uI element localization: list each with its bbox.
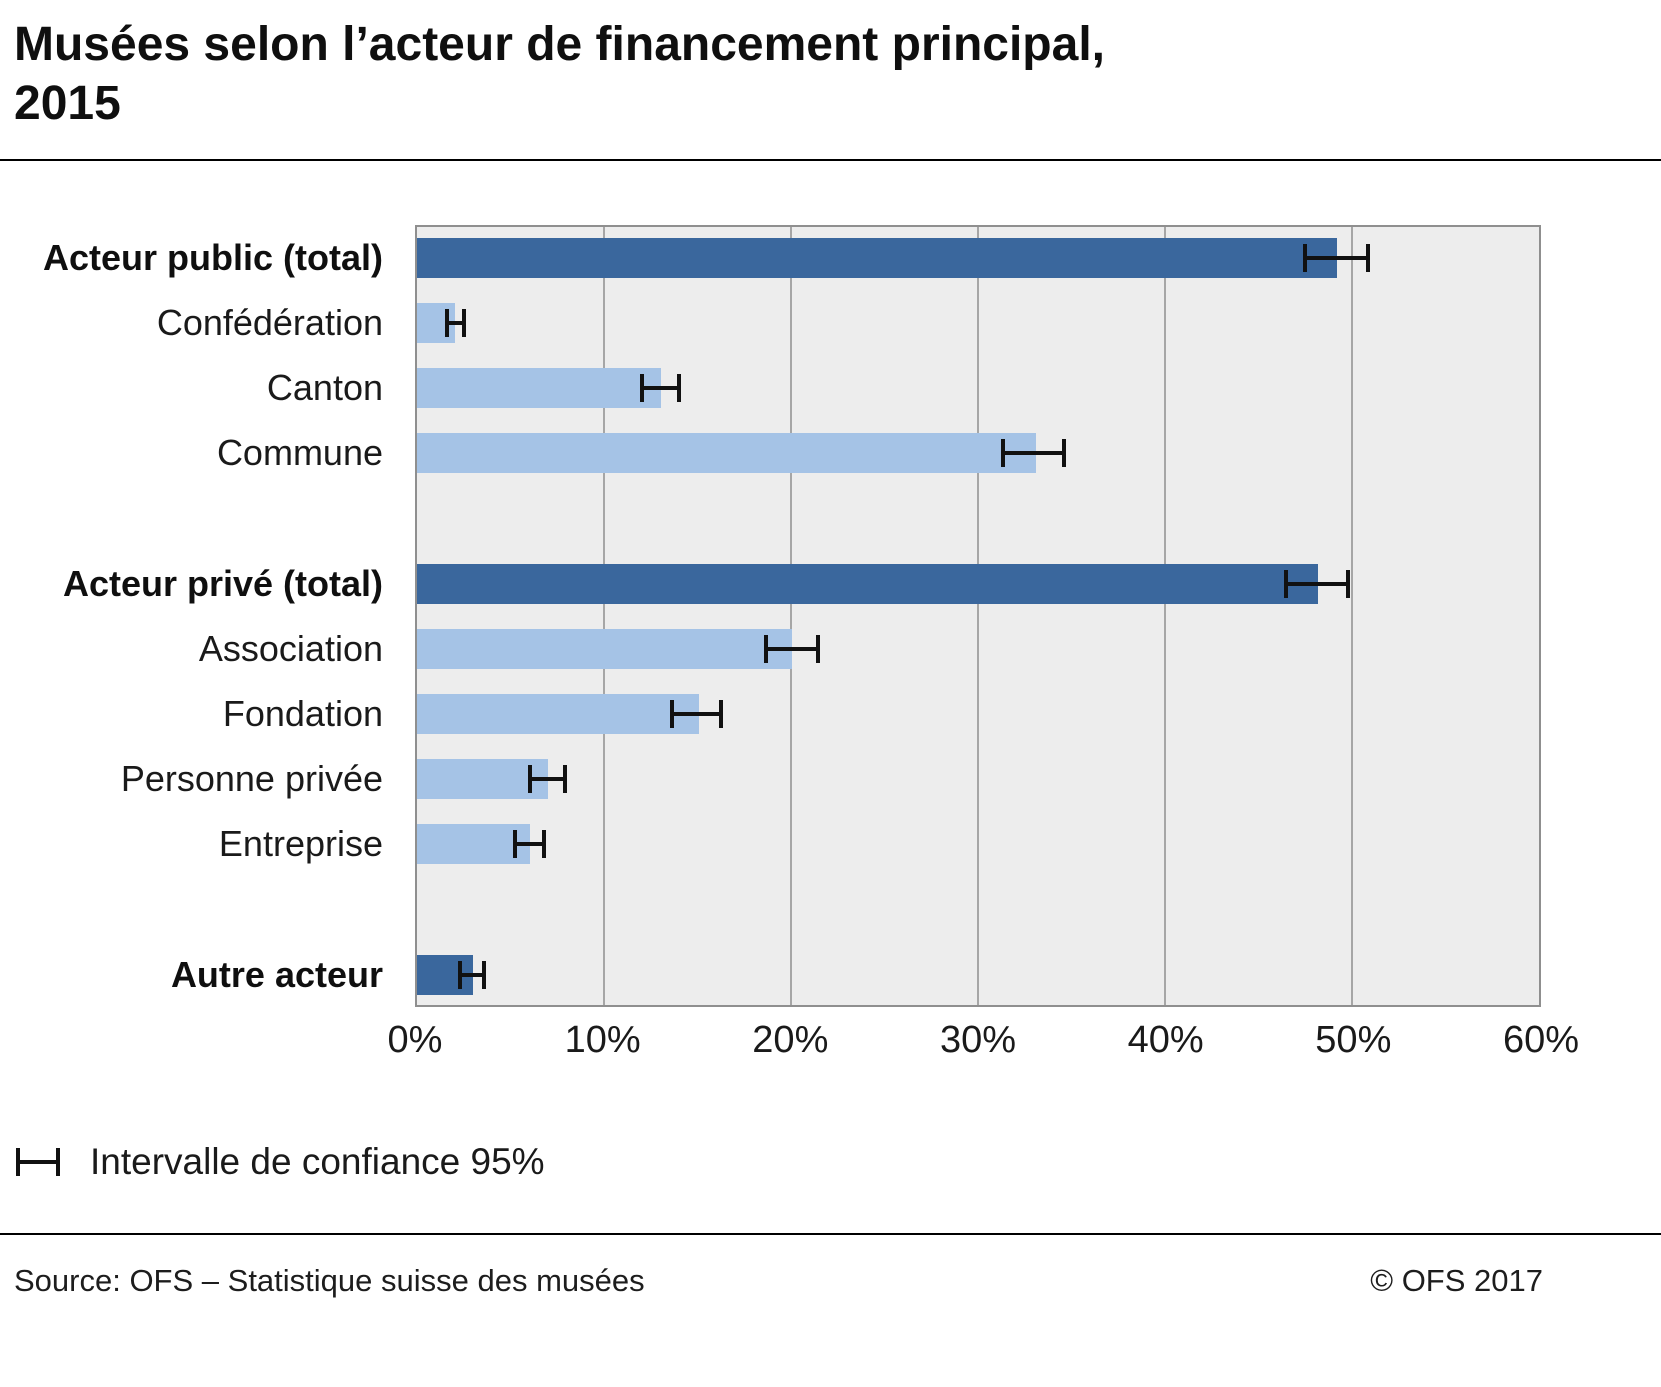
chart-rows: Acteur public (total) Confédération Canton… <box>0 225 1541 1007</box>
confidence-interval <box>1283 569 1350 598</box>
plot-area <box>415 225 1541 1008</box>
chart-row-spacer <box>0 485 1541 551</box>
x-tick-label: 10% <box>564 1019 641 1062</box>
chart-title: Musées selon l’acteur de financement pri… <box>0 0 1661 133</box>
category-label: Confédération <box>156 301 383 343</box>
legend-label: Intervalle de confiance 95% <box>90 1141 545 1183</box>
error-bar-icon <box>16 1148 60 1177</box>
x-axis-ticks: 0% 10% 20% 30% 40% 50% 60% <box>388 1019 1579 1067</box>
confidence-interval <box>764 634 821 663</box>
chart-row: Confédération <box>0 290 1541 355</box>
bar <box>417 628 793 669</box>
x-tick-label: 60% <box>1502 1019 1580 1062</box>
category-label: Autre acteur <box>170 953 383 995</box>
confidence-interval <box>445 308 466 337</box>
gridline <box>1351 227 1353 1006</box>
category-label: Acteur public (total) <box>43 236 383 278</box>
bar <box>417 367 661 408</box>
category-label: Personne privée <box>120 757 383 799</box>
chart-section: Acteur public (total) Confédération Canton… <box>0 225 1579 1067</box>
bar-track <box>415 225 1541 290</box>
footer-source: Source: OFS – Statistique suisse des mus… <box>14 1263 645 1299</box>
confidence-interval <box>670 699 723 728</box>
chart-row: Commune <box>0 420 1541 485</box>
x-tick-label: 40% <box>1127 1019 1204 1062</box>
confidence-interval <box>1302 243 1371 272</box>
bar <box>417 758 549 799</box>
bar <box>417 563 1318 604</box>
chart-row: Fondation <box>0 681 1541 746</box>
confidence-interval <box>1000 438 1067 467</box>
chart-row: Autre acteur <box>0 942 1541 1007</box>
title-divider <box>0 159 1661 162</box>
bar-track <box>415 355 1541 420</box>
confidence-interval <box>640 373 682 402</box>
confidence-interval <box>527 764 567 793</box>
chart-row: Association <box>0 616 1541 681</box>
chart-row: Acteur privé (total) <box>0 551 1541 616</box>
bar-track <box>415 420 1541 485</box>
bar-track <box>415 811 1541 876</box>
legend: Intervalle de confiance 95% <box>16 1141 1661 1183</box>
chart-row: Canton <box>0 355 1541 420</box>
bar-track <box>415 551 1541 616</box>
bar <box>417 823 530 864</box>
bar <box>417 432 1037 473</box>
category-label: Commune <box>216 431 383 473</box>
bar-track <box>415 942 1541 1007</box>
gridline <box>603 227 605 1006</box>
confidence-interval <box>512 829 547 858</box>
confidence-interval <box>458 960 487 989</box>
bar-track <box>415 290 1541 355</box>
gridline <box>1164 227 1166 1006</box>
chart-row-spacer <box>0 876 1541 942</box>
x-tick-label: 20% <box>752 1019 829 1062</box>
bar <box>417 693 699 734</box>
chart-title-line2: 2015 <box>14 76 121 130</box>
category-label: Canton <box>266 366 383 408</box>
x-tick-label: 50% <box>1315 1019 1392 1062</box>
category-label: Association <box>198 627 383 669</box>
bar <box>417 237 1337 278</box>
x-tick-label: 0% <box>387 1019 443 1062</box>
chart-row: Acteur public (total) <box>0 225 1541 290</box>
bar-track <box>415 681 1541 746</box>
footer-copyright: © OFS 2017 <box>1370 1263 1543 1299</box>
category-label: Entreprise <box>218 822 383 864</box>
gridline <box>790 227 792 1006</box>
bar-chart: Acteur public (total) Confédération Canton… <box>0 225 1541 1008</box>
bar-track <box>415 616 1541 681</box>
footer: Source: OFS – Statistique suisse des mus… <box>0 1235 1661 1299</box>
footer-divider <box>0 1233 1661 1236</box>
bar-track <box>415 746 1541 811</box>
x-tick-label: 30% <box>939 1019 1017 1062</box>
gridline <box>977 227 979 1006</box>
category-label: Acteur privé (total) <box>62 562 383 604</box>
chart-row: Entreprise <box>0 811 1541 876</box>
chart-row: Personne privée <box>0 746 1541 811</box>
chart-title-line1: Musées selon l’acteur de financement pri… <box>14 18 1105 71</box>
category-label: Fondation <box>222 692 383 734</box>
